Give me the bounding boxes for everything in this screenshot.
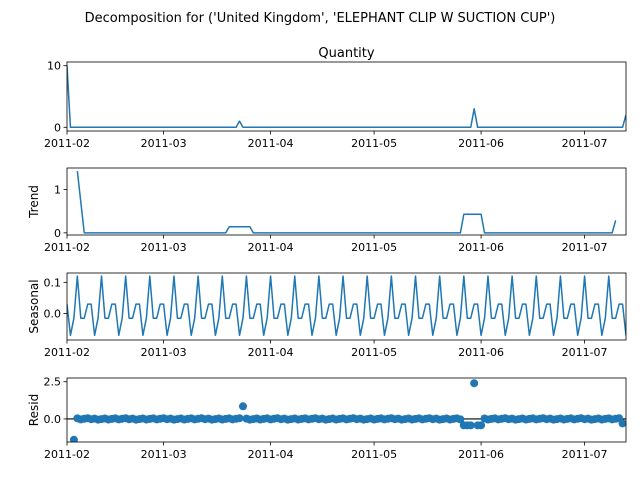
x-tick-label: 2011-04 — [248, 137, 294, 150]
y-tick-label: 2.5 — [44, 376, 62, 389]
y-tick-label: 1 — [54, 184, 61, 197]
resid-point — [235, 414, 244, 423]
x-tick-label: 2011-05 — [351, 448, 397, 461]
x-tick-label: 2011-04 — [248, 346, 294, 359]
resid-point — [477, 421, 486, 430]
plot-area — [67, 65, 626, 129]
x-tick-label: 2011-05 — [351, 346, 397, 359]
x-tick-label: 2011-05 — [351, 137, 397, 150]
subplot-2: 0 1 2011-02 2011-03 2011-04 2011-05 2011-06 201… — [27, 167, 627, 254]
y-tick-label: 0 — [54, 121, 61, 134]
axes-frame — [66, 167, 627, 236]
x-tick-label: 2011-07 — [562, 137, 608, 150]
resid-outlier-point — [470, 379, 479, 388]
y-tick-label: 0.0 — [44, 308, 62, 321]
y-tick-label: 10 — [47, 60, 61, 73]
figure-suptitle: Decomposition for ('United Kingdom', 'EL… — [85, 11, 556, 26]
trend-series-line — [76, 170, 617, 234]
x-tick-label: 2011-05 — [351, 241, 397, 254]
x-tick-label: 2011-04 — [248, 241, 294, 254]
x-tick-label: 2011-03 — [141, 448, 187, 461]
axes-frame — [66, 377, 627, 443]
plot-area — [76, 170, 617, 234]
x-tick-label: 2011-03 — [141, 241, 187, 254]
y-axis-label: Seasonal — [27, 279, 41, 333]
x-tick-label: 2011-02 — [44, 448, 90, 461]
axes-frame — [66, 61, 627, 132]
x-tick-label: 2011-02 — [44, 241, 90, 254]
plot-area — [67, 379, 626, 442]
x-tick-label: 2011-03 — [141, 137, 187, 150]
x-tick-label: 2011-06 — [458, 448, 504, 461]
quantity-series-line — [67, 65, 626, 129]
subplot-4: 0.0 2.5 2011-02 2011-03 2011-04 2011-05 2011-0… — [27, 376, 627, 461]
subplot-title: Quantity — [318, 46, 374, 61]
resid-point — [466, 421, 475, 430]
resid-point — [456, 415, 465, 424]
y-tick-label: 0.0 — [44, 413, 62, 426]
resid-point — [618, 419, 626, 428]
x-tick-label: 2011-02 — [44, 137, 90, 150]
x-tick-label: 2011-03 — [141, 346, 187, 359]
plot-area — [67, 275, 626, 337]
x-tick-label: 2011-07 — [562, 346, 608, 359]
y-axis-label: Resid — [27, 394, 41, 426]
x-tick-label: 2011-06 — [458, 241, 504, 254]
axes-frame — [66, 272, 627, 341]
x-tick-label: 2011-07 — [562, 241, 608, 254]
resid-outlier-point — [238, 402, 247, 411]
seasonal-series-line — [67, 275, 626, 337]
x-tick-label: 2011-06 — [458, 346, 504, 359]
y-tick-label: 0 — [54, 227, 61, 240]
resid-outlier-point — [69, 435, 78, 442]
subplot-1: Quantity 0 10 2011-02 2011-03 2011-04 2011-05 2… — [44, 46, 627, 150]
y-axis-label: Trend — [27, 185, 41, 219]
x-tick-label: 2011-06 — [458, 137, 504, 150]
x-tick-label: 2011-02 — [44, 346, 90, 359]
x-tick-label: 2011-04 — [248, 448, 294, 461]
y-tick-label: 0.1 — [44, 276, 62, 289]
x-tick-label: 2011-07 — [562, 448, 608, 461]
subplot-3: 0.0 0.1 2011-02 2011-03 2011-04 2011-05 2011-0… — [27, 272, 627, 359]
